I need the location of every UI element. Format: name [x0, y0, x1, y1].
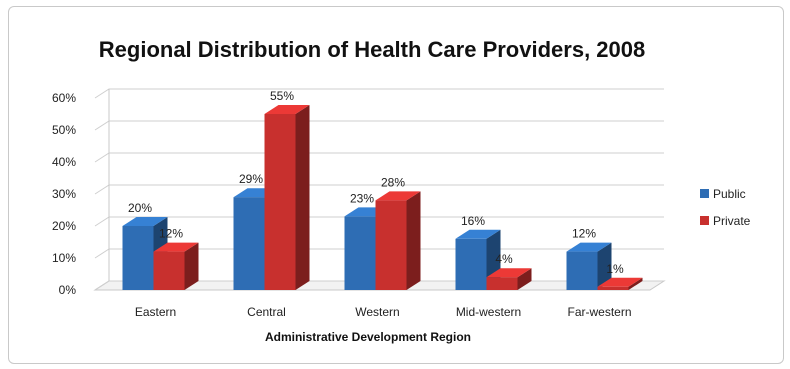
x-tick-label: Western: [355, 305, 399, 319]
bar-private-far-western: [597, 277, 643, 290]
chart-title: Regional Distribution of Health Care Pro…: [99, 37, 645, 62]
legend-swatch: [700, 189, 709, 198]
gridline: [94, 184, 664, 195]
bar-side: [597, 242, 612, 290]
bar-front: [153, 251, 185, 290]
data-label: 29%: [239, 172, 263, 186]
legend-label: Public: [713, 187, 746, 201]
bar-front: [375, 200, 407, 290]
bar-side: [406, 191, 421, 290]
y-tick-label: 40%: [52, 155, 76, 169]
x-axis-categories: Eastern Central Western Mid-western Far-west…: [135, 305, 632, 319]
bar-front: [455, 238, 487, 290]
y-tick-label: 30%: [52, 187, 76, 201]
bar-side: [295, 105, 310, 290]
legend: Public Private: [700, 187, 751, 228]
bar-side: [184, 242, 199, 290]
bar-front: [566, 251, 598, 290]
data-label: 12%: [572, 227, 596, 241]
bar-front: [486, 277, 518, 290]
bars: [122, 105, 643, 290]
bar-top: [153, 242, 199, 252]
bar-front: [344, 216, 376, 290]
y-tick-label: 60%: [52, 91, 76, 105]
data-label: 28%: [381, 175, 405, 189]
data-label: 23%: [350, 191, 374, 205]
y-tick-label: 0%: [59, 283, 77, 297]
data-label: 12%: [159, 227, 183, 241]
bar-private-central: [264, 105, 310, 290]
bar-top: [597, 277, 643, 287]
x-tick-label: Central: [247, 305, 286, 319]
data-label: 55%: [270, 89, 294, 103]
bar-public-far-western: [566, 242, 612, 290]
data-label: 1%: [606, 262, 624, 276]
bar-top: [455, 229, 501, 239]
x-tick-label: Mid-western: [456, 305, 521, 319]
legend-label: Private: [713, 214, 751, 228]
bar-top: [566, 242, 612, 252]
legend-swatch: [700, 216, 709, 225]
x-tick-label: Eastern: [135, 305, 176, 319]
bar-top: [122, 217, 168, 226]
data-label: 16%: [461, 214, 485, 228]
y-tick-label: 50%: [52, 123, 76, 137]
bar-front: [122, 226, 154, 290]
bar-front: [264, 114, 296, 290]
gridline: [94, 152, 664, 163]
data-label: 4%: [495, 252, 513, 266]
data-label: 20%: [128, 201, 152, 215]
gridline: [94, 88, 664, 99]
gridline: [94, 120, 664, 131]
bar-front: [597, 286, 629, 290]
data-labels: 20% 12% 29% 55% 23% 28% 16% 4% 12% 1%: [128, 89, 624, 276]
bar-private-mid-western: [486, 268, 532, 290]
x-axis-label: Administrative Development Region: [265, 330, 471, 344]
x-tick-label: Far-western: [567, 305, 631, 319]
bar-private-western: [375, 191, 421, 290]
bar-top: [264, 105, 310, 114]
bar-side: [517, 268, 532, 290]
bar-private-eastern: [153, 242, 199, 290]
y-tick-label: 10%: [52, 251, 76, 265]
y-tick-label: 20%: [52, 219, 76, 233]
bar-top: [375, 191, 421, 201]
bar-top: [486, 268, 532, 278]
y-axis-ticks: 0% 10% 20% 30% 40% 50% 60%: [52, 91, 76, 297]
bar-side: [628, 277, 643, 290]
bar-front: [233, 197, 265, 290]
